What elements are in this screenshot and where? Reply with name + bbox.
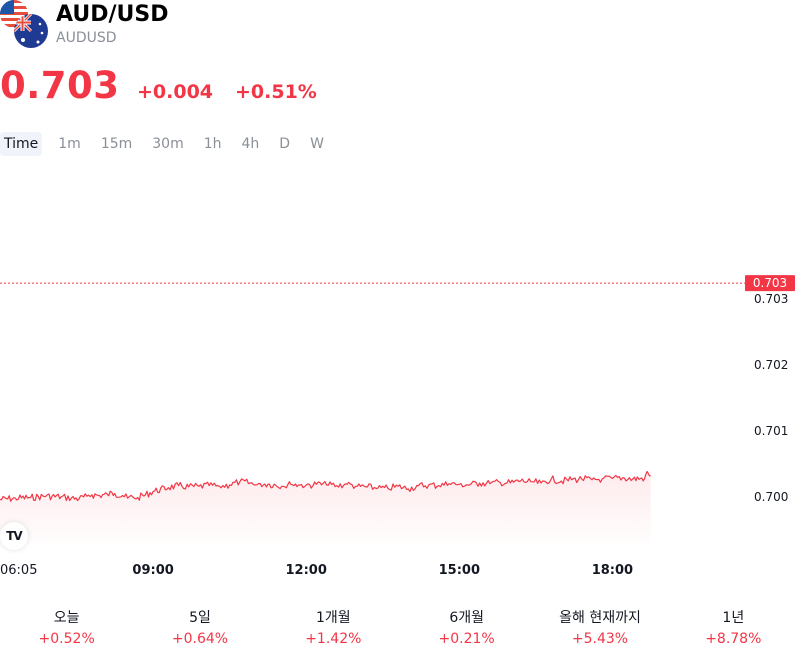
price-area-fill [0, 471, 651, 543]
perf-label: 오늘 [53, 610, 80, 626]
tab-30m[interactable]: 30m [152, 136, 184, 152]
y-axis-tick-label: 0.702 [754, 358, 788, 372]
x-axis-tick-label: 15:00 [439, 563, 480, 578]
tradingview-logo-icon: TV [6, 529, 23, 543]
tab-d[interactable]: D [279, 136, 291, 152]
tab-15m[interactable]: 15m [100, 136, 133, 152]
price-chart[interactable]: 0.703 0.700 0.701 0.702 0.703 06:05 09:00 12:00… [0, 180, 800, 580]
tab-1h[interactable]: 1h [203, 136, 222, 152]
price-line-series [0, 470, 651, 502]
perf-label: 1개월 [315, 610, 351, 626]
y-axis-tick-label: 0.703 [754, 292, 788, 306]
perf-1y[interactable]: 1년 +8.78% [667, 608, 800, 650]
perf-label: 올해 현재까지 [559, 610, 641, 626]
perf-value: +0.21% [438, 631, 495, 647]
x-axis-tick-label: 09:00 [132, 563, 173, 578]
perf-value: +8.78% [705, 631, 762, 647]
perf-6m[interactable]: 6개월 +0.21% [400, 608, 533, 650]
price-change-percent: +0.51% [235, 81, 317, 103]
last-price-label-box [745, 275, 795, 292]
tradingview-logo[interactable]: TV [0, 522, 28, 550]
x-axis-tick-label: 18:00 [592, 563, 633, 578]
timeframe-selector: Time 1m 15m 30m 1h 4h D W [0, 131, 336, 157]
perf-label: 5일 [189, 610, 211, 626]
perf-value: +1.42% [305, 631, 362, 647]
perf-label: 6개월 [449, 610, 484, 626]
perf-5d[interactable]: 5일 +0.64% [133, 608, 266, 650]
performance-row: 오늘 +0.52% 5일 +0.64% 1개월 +1.42% 6개월 +0.21… [0, 608, 800, 650]
perf-value: +5.43% [571, 631, 629, 647]
tab-w[interactable]: W [310, 136, 324, 152]
tab-4h[interactable]: 4h [241, 136, 260, 152]
currency-flags-icon [0, 0, 50, 50]
symbol-ticker: AUDUSD [56, 30, 117, 46]
perf-1m[interactable]: 1개월 +1.42% [267, 608, 400, 650]
tab-1m[interactable]: 1m [58, 136, 81, 152]
last-price-label: 0.703 [753, 276, 787, 290]
perf-value: +0.52% [38, 631, 95, 647]
y-axis-tick-label: 0.701 [754, 424, 788, 438]
x-axis-tick-label: 06:05 [0, 563, 37, 578]
perf-today[interactable]: 오늘 +0.52% [0, 608, 133, 650]
tab-time[interactable]: Time [0, 132, 43, 156]
x-axis-tick-label: 12:00 [286, 563, 327, 578]
perf-ytd[interactable]: 올해 현재까지 +5.43% [533, 608, 666, 650]
symbol-title: AUD/USD [56, 2, 169, 27]
y-axis-tick-label: 0.700 [754, 490, 788, 504]
perf-value: +0.64% [171, 631, 229, 647]
price-change-absolute: +0.004 [137, 81, 214, 103]
au-flag-icon [14, 14, 48, 48]
current-price: 0.703 [0, 64, 120, 107]
perf-label: 1년 [722, 610, 745, 626]
